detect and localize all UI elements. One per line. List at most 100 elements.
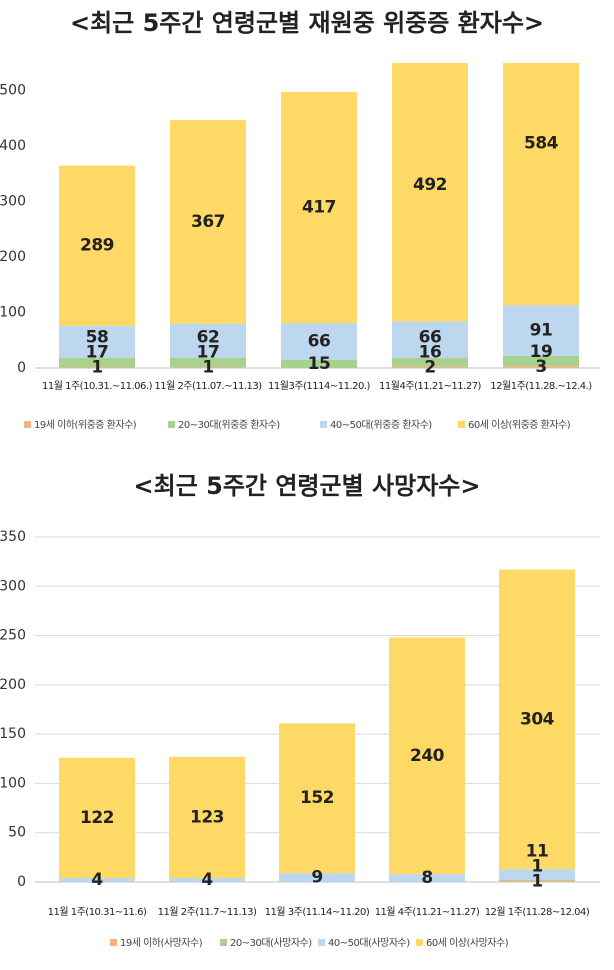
value-label: 19 [530, 342, 553, 362]
bar-segment [59, 165, 135, 326]
value-label: 584 [524, 133, 559, 153]
x-tick-label: 11월3주(1114~11.20.) [268, 380, 371, 392]
bar-segment [503, 63, 579, 306]
legend-label: 19세 이하(위중증 환자수) [34, 418, 137, 431]
y-tick-label: 150 [0, 726, 26, 742]
bar-segment [499, 869, 575, 881]
y-tick-label: 200 [0, 677, 26, 693]
value-label: 15 [308, 354, 331, 374]
bar-segment [59, 367, 135, 368]
bar-segment [503, 305, 579, 356]
bar-segment [279, 723, 355, 874]
bar-segment [389, 874, 465, 882]
y-tick-label: 250 [0, 628, 26, 644]
value-label: 66 [419, 327, 442, 347]
bar-segment [281, 91, 357, 324]
y-tick-label: 400 [0, 138, 26, 154]
legend-label: 19세 이하(사망자수) [120, 936, 203, 949]
bar-segment [59, 878, 135, 882]
legend-label: 60세 이상(사망자수) [426, 937, 509, 949]
legend-swatch [168, 421, 175, 428]
y-tick-label: 0 [17, 874, 26, 890]
y-tick-label: 300 [0, 194, 26, 210]
y-tick-label: 300 [0, 578, 26, 594]
bar-segment [281, 323, 357, 360]
bar-segment [392, 358, 468, 367]
value-label: 8 [421, 868, 432, 888]
value-label: 1 [202, 358, 213, 378]
bar-segment [499, 880, 575, 882]
bar-segment [59, 325, 135, 359]
x-tick-label: 12월1주(11.28.~12.4.) [490, 380, 592, 392]
value-label: 66 [308, 331, 331, 351]
value-label: 1 [91, 358, 102, 378]
y-tick-label: 0 [17, 360, 26, 376]
x-tick-label: 11월 3주(11.14~11.20) [265, 906, 370, 918]
y-tick-label: 200 [0, 249, 26, 265]
value-label: 9 [311, 868, 322, 888]
bar-segment [281, 359, 357, 368]
bars [59, 569, 575, 882]
value-label: 240 [410, 746, 445, 766]
bar-segment [503, 355, 579, 367]
value-label: 417 [302, 197, 336, 217]
x-tick-label: 11월 2주(11.7~11.13) [158, 906, 257, 918]
x-tick-label: 11월 1주(10.31~11.6) [48, 906, 147, 918]
legend-label: 20~30대(위중증 환자수) [178, 418, 280, 431]
value-label: 11 [526, 842, 549, 862]
bar-segment [170, 367, 246, 368]
value-label: 62 [197, 328, 220, 348]
y-tick-label: 350 [0, 529, 26, 545]
legend-swatch [24, 421, 31, 428]
value-label: 122 [80, 808, 114, 828]
bar-segment [392, 63, 468, 322]
value-label: 123 [190, 807, 224, 827]
bar-segment [389, 637, 465, 875]
value-label: 304 [520, 709, 555, 729]
chart-title: <최근 5주간 연령군별 재원중 위중증 환자수> [70, 9, 544, 37]
bar-segment [169, 878, 245, 882]
legend-label: 40~50대(사망자수) [328, 937, 410, 949]
value-label: 367 [191, 212, 225, 232]
y-tick-label: 100 [0, 305, 26, 321]
value-label: 4 [201, 870, 213, 890]
x-tick-label: 12월 1주(11.28~12.04) [485, 906, 590, 918]
legend-swatch [110, 939, 117, 946]
legend-swatch [416, 939, 423, 946]
legend-label: 60세 이상(위중증 환자수) [468, 418, 571, 431]
value-label: 4 [91, 870, 103, 890]
bar-segment [59, 358, 135, 368]
value-label: 492 [413, 175, 447, 195]
legend-label: 20~30대(사망자수) [230, 937, 312, 949]
bar-segment [499, 569, 575, 870]
value-label: 3 [535, 357, 546, 377]
legend-swatch [458, 421, 465, 428]
bar-segment [59, 757, 135, 879]
bar-segment [392, 321, 468, 359]
legend-swatch [320, 421, 327, 428]
value-label: 1 [531, 872, 542, 892]
y-tick-label: 50 [8, 825, 26, 841]
value-label: 58 [86, 328, 109, 348]
bar-segment [499, 881, 575, 882]
bar-segment [392, 366, 468, 368]
value-label: 17 [86, 343, 109, 363]
value-label: 91 [530, 321, 553, 341]
legend-swatch [318, 939, 325, 946]
x-tick-label: 11월 4주(11.21~11.27) [375, 906, 480, 918]
legend-label: 40~50대(위중증 환자수) [330, 418, 432, 431]
x-tick-label: 11월4주(11.21~11.27) [379, 380, 482, 392]
legend-swatch [220, 939, 227, 946]
bar-segment [170, 120, 246, 324]
y-tick-label: 500 [0, 83, 26, 99]
bar-segment [503, 366, 579, 368]
bar-segment [170, 323, 246, 359]
value-label: 16 [419, 342, 442, 362]
x-tick-label: 11월 2주(11.07.~11.13) [154, 380, 262, 392]
y-tick-label: 100 [0, 775, 26, 791]
chart-title: <최근 5주간 연령군별 사망자수> [134, 472, 481, 500]
bars [59, 63, 579, 368]
value-label: 1 [531, 857, 542, 877]
bar-segment [279, 873, 355, 882]
